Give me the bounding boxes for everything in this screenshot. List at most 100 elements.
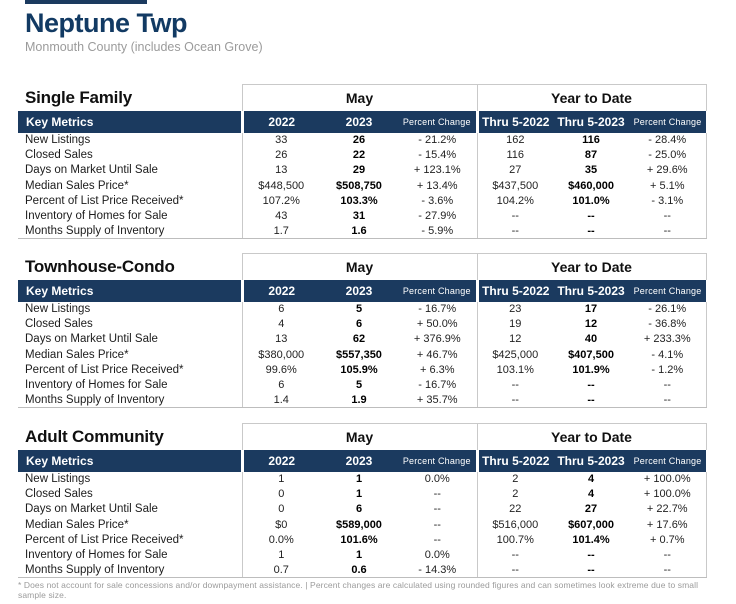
value-may-2023: 6 [355, 318, 363, 331]
value-may-2022: 1 [241, 547, 320, 563]
value-may-pct-change: + 35.7% [398, 392, 478, 409]
value-may-2023: 103.3% [340, 194, 378, 207]
metric-label: New Listings [25, 303, 91, 316]
col-header-thru-2022: Thru 5-2022 [475, 110, 554, 133]
value-may-2022: 107.2% [241, 193, 320, 209]
value-ytd-pct-change: -- [629, 392, 707, 409]
metric-label: Percent of List Price Received* [25, 533, 184, 546]
metric-label: Days on Market Until Sale [25, 164, 158, 177]
col-header-pct-change: Percent Change [398, 279, 478, 302]
value-ytd-2023: -- [587, 210, 595, 223]
metric-label: Median Sales Price* [25, 179, 129, 192]
value-may-2022: 6 [241, 301, 320, 317]
value-ytd-pct-change: - 25.0% [629, 147, 707, 163]
value-may-2023: 1 [355, 473, 363, 486]
value-may-pct-change: + 13.4% [416, 179, 458, 192]
may-group-header: May [241, 253, 478, 280]
table-row: Median Sales Price* $448,500 $508,750 + 13.… [18, 178, 707, 194]
value-ytd-2023: $407,500 [568, 348, 614, 361]
value-ytd-pct-change: - 26.1% [629, 301, 707, 317]
value-ytd-2023: -- [553, 392, 630, 409]
value-may-2022: 6 [241, 377, 320, 393]
value-may-2023: 1 [355, 549, 363, 562]
value-may-pct-change: - 16.7% [418, 379, 457, 392]
value-ytd-2023: -- [587, 549, 595, 562]
value-ytd-2023: 4 [587, 473, 595, 486]
value-may-pct-change: -- [433, 518, 441, 531]
value-may-2023: $589,000 [336, 518, 382, 531]
value-may-2022: 0 [241, 486, 320, 502]
value-ytd-2023: 4 [587, 488, 595, 501]
value-ytd-2023: 101.9% [572, 363, 610, 376]
value-ytd-2022: 19 [476, 316, 554, 332]
value-may-2022: 1 [241, 471, 320, 487]
value-may-pct-change: -- [433, 533, 441, 546]
col-header-2022: 2022 [240, 110, 320, 133]
value-ytd-pct-change: - 4.1% [629, 347, 707, 363]
table-row: Months Supply of Inventory 1.4 1.9 + 35.7% -… [18, 392, 707, 409]
metric-label: Closed Sales [25, 149, 93, 162]
col-header-2022: 2022 [240, 279, 320, 302]
table-row: Days on Market Until Sale 13 62 + 376.9% 12 4… [18, 331, 707, 348]
value-ytd-pct-change: - 3.1% [629, 193, 707, 209]
single-family-table: Single Family May Year to Date Key Metri… [18, 84, 707, 240]
value-ytd-2022: $425,000 [476, 347, 554, 363]
value-ytd-2022: 100.7% [476, 532, 554, 548]
value-may-2022: 0 [241, 501, 320, 518]
value-ytd-2022: -- [476, 377, 554, 393]
table-row: Inventory of Homes for Sale 43 31 - 27.9% --… [18, 208, 707, 224]
section-adult-community: Adult Community May Year to Date Key Met… [18, 423, 707, 579]
col-header-2023: 2023 [320, 449, 398, 472]
table-row: New Listings 1 1 0.0% 2 4 + 100.0% [18, 471, 707, 487]
key-metrics-header: Key Metrics [18, 449, 242, 472]
value-may-2023: 0.6 [320, 562, 398, 579]
metric-label: Inventory of Homes for Sale [25, 549, 168, 562]
value-ytd-2022: 116 [476, 147, 554, 163]
value-may-2022: 26 [241, 147, 320, 163]
value-ytd-2022: 23 [476, 301, 554, 317]
value-may-pct-change: -- [433, 503, 441, 516]
value-may-2022: 13 [241, 162, 320, 179]
metric-label: Inventory of Homes for Sale [25, 210, 168, 223]
value-ytd-2023: 27 [584, 503, 598, 516]
table-row: Median Sales Price* $380,000 $557,350 + 46.… [18, 347, 707, 363]
table-row: Percent of List Price Received* 99.6% 105.… [18, 362, 707, 378]
value-ytd-2022: -- [476, 208, 554, 224]
value-ytd-pct-change: - 28.4% [629, 132, 707, 148]
col-header-2023: 2023 [320, 279, 398, 302]
value-ytd-2023: 87 [584, 149, 598, 162]
value-may-2022: $0 [241, 517, 320, 533]
value-ytd-2023: 12 [584, 318, 598, 331]
col-header-thru-2022: Thru 5-2022 [475, 449, 554, 472]
value-ytd-pct-change: + 17.6% [629, 517, 707, 533]
value-ytd-pct-change: + 22.7% [629, 501, 707, 518]
value-ytd-2022: -- [476, 547, 554, 563]
metric-label: Days on Market Until Sale [25, 333, 158, 346]
value-may-pct-change: - 21.2% [418, 134, 457, 147]
value-ytd-pct-change: - 1.2% [629, 362, 707, 378]
col-header-pct-change: Percent Change [398, 110, 478, 133]
value-may-2022: 43 [241, 208, 320, 224]
value-ytd-pct-change: + 0.7% [629, 532, 707, 548]
table-row: New Listings 33 26 - 21.2% 162 116 - 28.4% [18, 132, 707, 148]
may-group-header: May [241, 423, 478, 450]
section-townhouse-condo: Townhouse-Condo May Year to Date Key Met… [18, 253, 707, 409]
table-row: Inventory of Homes for Sale 1 1 0.0% -- -- -- [18, 547, 707, 563]
value-may-2023: 5 [355, 379, 363, 392]
value-ytd-2022: 2 [476, 471, 554, 487]
value-may-2022: 1.4 [241, 392, 320, 409]
value-may-pct-change: - 3.6% [421, 194, 454, 207]
page-subtitle: Monmouth County (includes Ocean Grove) [25, 40, 263, 54]
value-ytd-pct-change: -- [629, 208, 707, 224]
col-header-thru-2023: Thru 5-2023 [553, 449, 630, 472]
metric-label: Percent of List Price Received* [25, 363, 184, 376]
value-may-pct-change: + 50.0% [416, 318, 458, 331]
value-ytd-pct-change: + 29.6% [629, 162, 707, 179]
value-may-pct-change: + 376.9% [413, 333, 461, 346]
ytd-group-header: Year to Date [476, 253, 707, 280]
value-ytd-2022: 104.2% [476, 193, 554, 209]
value-may-pct-change: + 123.1% [413, 164, 461, 177]
metric-label: Inventory of Homes for Sale [25, 379, 168, 392]
value-may-pct-change: -- [433, 488, 441, 501]
value-may-2023: 62 [352, 333, 366, 346]
